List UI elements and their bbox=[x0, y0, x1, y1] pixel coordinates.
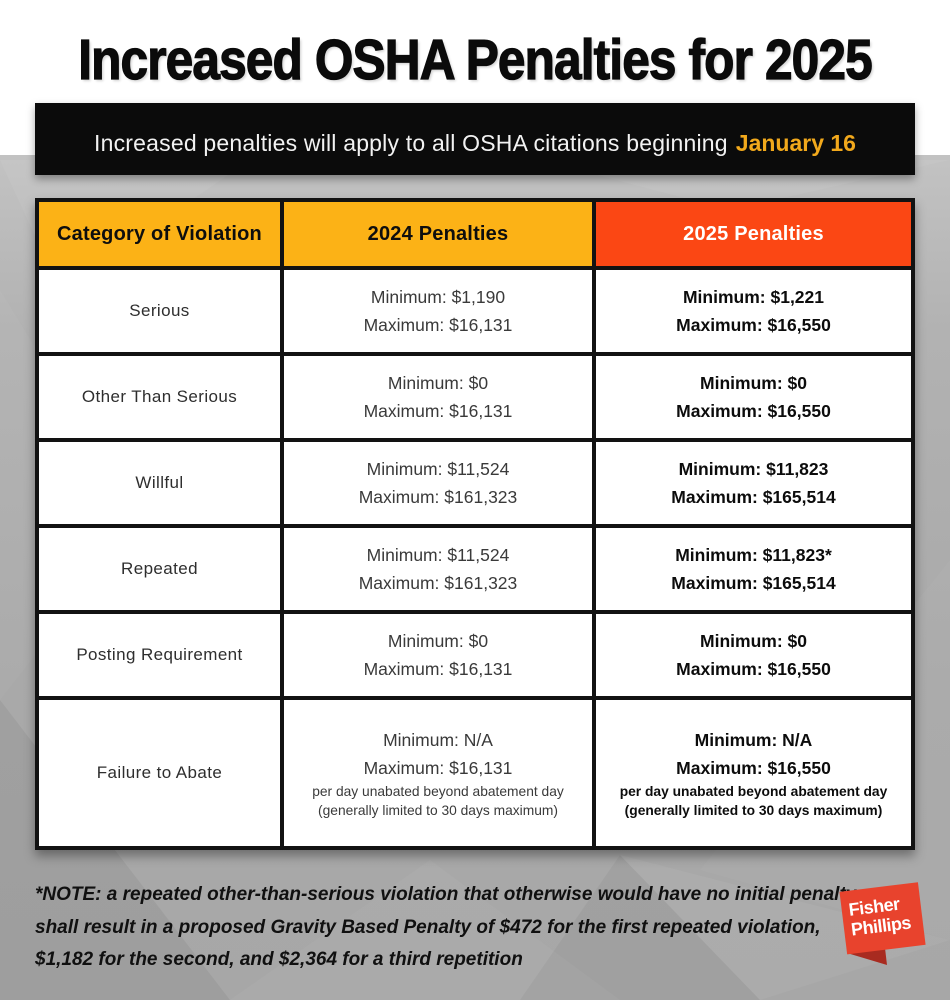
penalty-line: Maximum: $16,550 bbox=[676, 659, 831, 679]
penalties-2024-cell: Minimum: $11,524 Maximum: $161,323 bbox=[284, 442, 592, 524]
penalty-line: Maximum: $161,323 bbox=[358, 487, 518, 507]
penalty-line: Maximum: $16,131 bbox=[363, 758, 513, 778]
penalty-line: Maximum: $165,514 bbox=[671, 487, 836, 507]
penalties-2024-cell: Minimum: $1,190 Maximum: $16,131 bbox=[284, 270, 592, 352]
category-cell: Serious bbox=[39, 270, 280, 352]
penalty-line: Maximum: $16,550 bbox=[676, 315, 831, 335]
penalty-line: Maximum: $165,514 bbox=[671, 573, 836, 593]
penalty-line: Minimum: N/A bbox=[383, 730, 493, 750]
penalty-line: Minimum: $0 bbox=[700, 631, 807, 651]
footnote-line-3: $1,182 for the second, and $2,364 for a … bbox=[35, 949, 523, 970]
penalty-line: Minimum: $11,823* bbox=[675, 545, 832, 565]
penalty-line: (generally limited to 30 days maximum) bbox=[624, 803, 883, 818]
column-header-2024-penalties: 2024 Penalties bbox=[284, 202, 592, 266]
penalty-line: Maximum: $16,131 bbox=[363, 315, 513, 335]
penalty-line: Minimum: $0 bbox=[700, 373, 807, 393]
penalty-line: Maximum: $161,323 bbox=[358, 573, 518, 593]
penalties-2025-cell: Minimum: N/A Maximum: $16,550 per day unab… bbox=[596, 700, 911, 846]
penalty-line: (generally limited to 30 days maximum) bbox=[318, 803, 558, 818]
category-cell: Failure to Abate bbox=[39, 700, 280, 846]
penalty-line: Minimum: $11,823 bbox=[678, 459, 829, 479]
penalties-2025-cell: Minimum: $11,823* Maximum: $165,514 bbox=[596, 528, 911, 610]
column-header-category: Category of Violation bbox=[39, 202, 280, 266]
footnote-line-1: *NOTE: a repeated other-than-serious vio… bbox=[35, 884, 857, 905]
column-header-2025-penalties: 2025 Penalties bbox=[596, 202, 911, 266]
penalties-2025-cell: Minimum: $1,221 Maximum: $16,550 bbox=[596, 270, 911, 352]
penalty-line: Maximum: $16,550 bbox=[676, 401, 831, 421]
penalties-2024-cell: Minimum: $11,524 Maximum: $161,323 bbox=[284, 528, 592, 610]
category-cell: Other Than Serious bbox=[39, 356, 280, 438]
fisher-phillips-logo: Fisher Phillips bbox=[839, 882, 926, 965]
penalty-line: per day unabated beyond abatement day bbox=[312, 784, 564, 799]
penalties-2025-cell: Minimum: $0 Maximum: $16,550 bbox=[596, 356, 911, 438]
footnote-line-2: shall result in a proposed Gravity Based… bbox=[35, 916, 821, 938]
banner-text: Increased penalties will apply to all OS… bbox=[94, 129, 728, 156]
penalty-line: Minimum: $0 bbox=[387, 631, 489, 651]
category-cell: Willful bbox=[39, 442, 280, 524]
penalty-line: Maximum: $16,550 bbox=[676, 758, 831, 778]
penalty-line: Minimum: $11,524 bbox=[366, 459, 510, 479]
penalty-line: Minimum: $0 bbox=[387, 373, 489, 393]
footnote: *NOTE: a repeated other-than-serious vio… bbox=[35, 879, 857, 977]
logo-flag bbox=[839, 882, 926, 955]
subtitle-banner: Increased penalties will apply to all OS… bbox=[35, 103, 915, 175]
penalty-line: per day unabated beyond abatement day bbox=[619, 784, 888, 799]
category-cell: Posting Requirement bbox=[39, 614, 280, 696]
penalties-2025-cell: Minimum: $0 Maximum: $16,550 bbox=[596, 614, 911, 696]
penalty-line: Minimum: $1,221 bbox=[682, 287, 825, 307]
banner-date-highlight: January 16 bbox=[735, 129, 856, 156]
penalties-2025-cell: Minimum: $11,823 Maximum: $165,514 bbox=[596, 442, 911, 524]
penalties-2024-cell: Minimum: $0 Maximum: $16,131 bbox=[284, 356, 592, 438]
penalty-line: Minimum: $1,190 bbox=[370, 287, 506, 307]
penalties-2024-cell: Minimum: $0 Maximum: $16,131 bbox=[284, 614, 592, 696]
penalties-2024-cell: Minimum: N/A Maximum: $16,131 per day unab… bbox=[284, 700, 592, 846]
page-title: Increased OSHA Penalties for 2025 bbox=[78, 27, 874, 92]
category-cell: Repeated bbox=[39, 528, 280, 610]
penalty-line: Minimum: N/A bbox=[694, 730, 813, 750]
penalty-line: Minimum: $11,524 bbox=[366, 545, 510, 565]
penalty-line: Maximum: $16,131 bbox=[363, 659, 513, 679]
penalty-table: Category of Violation 2024 Penalties 202… bbox=[35, 198, 915, 850]
penalty-line: Maximum: $16,131 bbox=[363, 401, 513, 421]
